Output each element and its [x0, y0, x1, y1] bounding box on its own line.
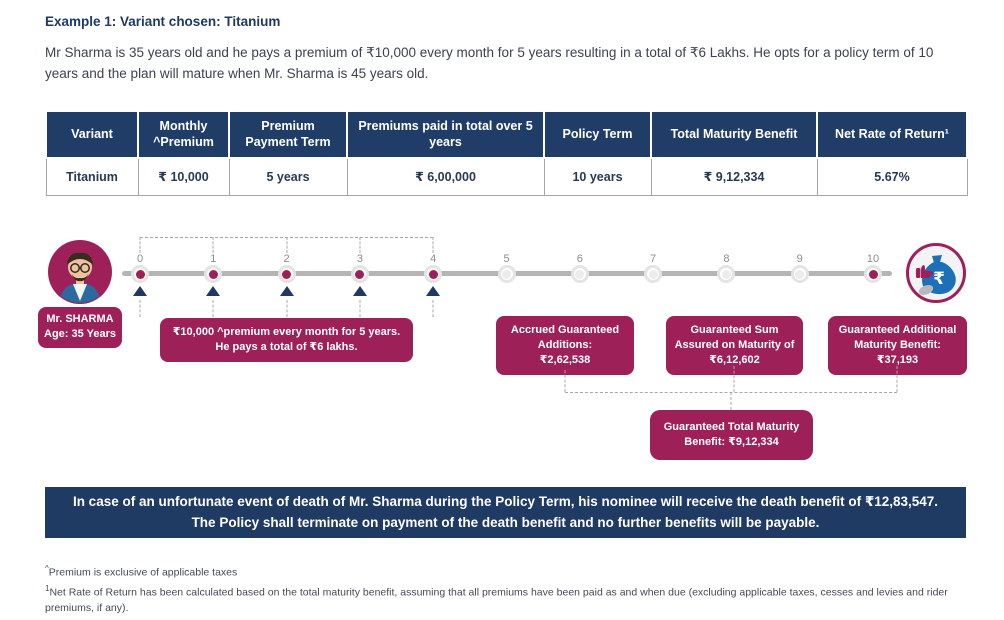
timeline-tick-dot-6 — [570, 265, 589, 283]
timeline-tick-label-8: 8 — [723, 253, 730, 265]
svg-text:₹: ₹ — [933, 269, 945, 289]
footnote-premium-taxes: ^Premium is exclusive of applicable taxe… — [45, 563, 967, 581]
page-title: Example 1: Variant chosen: Titanium — [45, 14, 281, 29]
timeline-tick-label-6: 6 — [576, 253, 583, 265]
death-benefit-banner: In case of an unfortunate event of death… — [45, 487, 966, 538]
timeline-tick-dot-3 — [350, 265, 369, 283]
timeline-tick-label-5: 5 — [503, 253, 510, 265]
timeline-tick-label-7: 7 — [650, 253, 657, 265]
timeline-tick-label-4: 4 — [430, 253, 437, 265]
callout-accrued-amount: ₹2,62,538 — [539, 353, 591, 366]
premium-arrow-icon — [352, 286, 367, 296]
bracket-dash — [212, 237, 214, 253]
table-header-row: Variant Monthly ^Premium Premium Payment… — [45, 110, 968, 159]
connector-dash — [733, 366, 735, 392]
footnote-text: Net Rate of Return has been calculated b… — [45, 586, 948, 615]
column-header-variant: Variant — [45, 110, 139, 159]
callout-accrued-title: Accrued Guaranteed Additions: — [510, 324, 620, 351]
policyholder-age: Age: 35 Years — [44, 328, 116, 341]
cell-net-rate: 5.67% — [816, 157, 968, 196]
bracket-dash — [359, 237, 361, 253]
premium-drop-dash — [212, 300, 214, 317]
maturity-moneybag-icon: ₹ — [906, 243, 966, 303]
cell-payment-term: 5 years — [228, 157, 348, 196]
cell-policy-term: 10 years — [543, 157, 652, 196]
timeline-tick-label-9: 9 — [796, 253, 803, 265]
callout-sum-title: Guaranteed Sum Assured on Maturity of — [674, 324, 795, 351]
timeline-tick-dot-0 — [131, 265, 149, 283]
connector-dash — [564, 370, 566, 392]
premium-drop-dash — [432, 300, 434, 317]
callout-additional-title: Guaranteed Additional Maturity Benefit: — [838, 324, 957, 351]
timeline-tick-label-10: 10 — [866, 253, 880, 265]
cell-premiums-total: ₹ 6,00,000 — [346, 157, 545, 196]
column-header-monthly-premium: Monthly ^Premium — [137, 110, 230, 159]
table-row: Titanium ₹ 10,000 5 years ₹ 6,00,000 10 … — [45, 157, 968, 196]
connector-dash — [730, 392, 732, 410]
intro-paragraph: Mr Sharma is 35 years old and he pays a … — [45, 45, 934, 81]
footnote-text: Premium is exclusive of applicable taxes — [48, 566, 238, 579]
footnote-marker: ^ — [45, 564, 49, 573]
cell-maturity-benefit: ₹ 9,12,334 — [650, 157, 818, 196]
timeline-tick-dot-8 — [717, 265, 736, 283]
timeline-tick-dot-4 — [424, 265, 443, 283]
column-header-maturity-benefit: Total Maturity Benefit — [650, 110, 818, 159]
connector-dash — [896, 366, 898, 392]
bracket-dash — [432, 237, 434, 253]
footnote-net-rate: 1Net Rate of Return has been calculated … — [45, 583, 967, 617]
callout-premium-line2: He pays a total of ₹6 lakhs. — [215, 340, 358, 353]
callout-additional-amount: ₹37,193 — [876, 353, 919, 366]
premium-arrow-icon — [133, 286, 147, 296]
timeline-tick-dot-7 — [644, 265, 663, 283]
timeline-tick-dot-9 — [790, 265, 809, 283]
premium-drop-dash — [286, 300, 288, 317]
callout-premium: ₹10,000 ^premium every month for 5 years… — [160, 318, 413, 362]
column-header-policy-term: Policy Term — [543, 110, 652, 159]
premium-arrow-icon — [279, 286, 294, 296]
callout-additional-benefit: Guaranteed Additional Maturity Benefit: … — [828, 316, 967, 375]
cell-variant: Titanium — [45, 157, 139, 196]
callout-premium-line1: ₹10,000 ^premium every month for 5 years… — [172, 326, 401, 338]
callout-sum-amount: ₹6,12,602 — [709, 353, 760, 366]
policyholder-name: Mr. SHARMA — [46, 313, 114, 325]
timeline-tick-label-1: 1 — [210, 253, 217, 265]
premium-arrow-icon — [426, 286, 441, 296]
timeline-tick-label-3: 3 — [356, 253, 363, 265]
callout-sum-assured: Guaranteed Sum Assured on Maturity of ₹6… — [666, 316, 803, 375]
timeline-tick-dot-2 — [277, 265, 296, 283]
premium-arrow-icon — [206, 286, 221, 296]
column-header-premiums-total: Premiums paid in total over 5 years — [346, 110, 545, 159]
callout-total-maturity: Guaranteed Total Maturity Benefit: ₹9,12… — [650, 410, 813, 460]
policyholder-label: Mr. SHARMA Age: 35 Years — [38, 307, 122, 348]
column-header-net-rate: Net Rate of Return¹ — [816, 110, 968, 159]
timeline-tick-dot-10 — [864, 265, 882, 283]
callout-accrued-additions: Accrued Guaranteed Additions: ₹2,62,538 — [496, 316, 634, 375]
premium-drop-dash — [359, 300, 361, 317]
timeline-tick-dot-1 — [204, 265, 223, 283]
column-header-payment-term: Premium Payment Term — [228, 110, 348, 159]
cell-monthly-premium: ₹ 10,000 — [137, 157, 230, 196]
bracket-dash — [286, 237, 288, 253]
footnote-marker: 1 — [45, 584, 50, 593]
timeline-tick-dot-5 — [497, 265, 516, 283]
variant-summary-table: Variant Monthly ^Premium Premium Payment… — [45, 110, 968, 196]
premium-drop-dash — [139, 300, 141, 317]
timeline-tick-label-0: 0 — [136, 253, 144, 265]
policyholder-avatar — [48, 240, 112, 304]
bracket-dash — [139, 237, 141, 253]
timeline-tick-label-2: 2 — [283, 253, 290, 265]
